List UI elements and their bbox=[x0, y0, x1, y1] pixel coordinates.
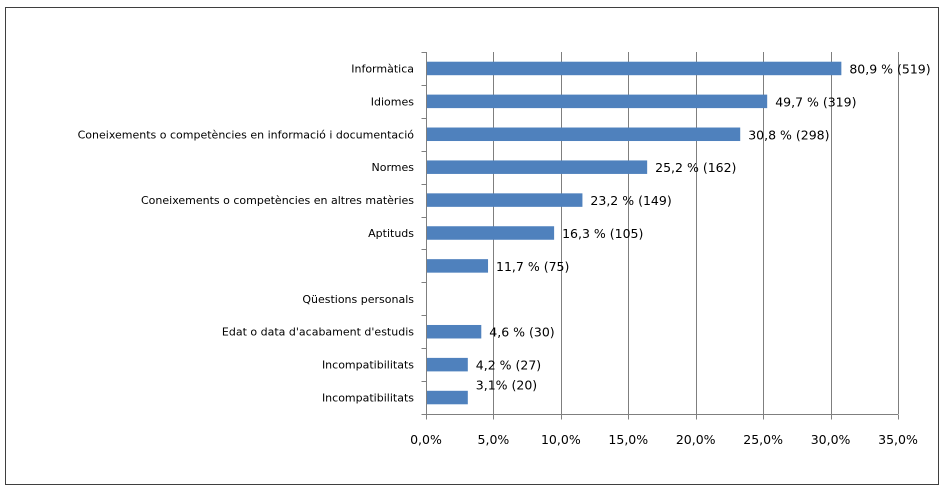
bar-10 bbox=[427, 390, 468, 405]
category-label-4: Coneixements o competències en altres ma… bbox=[141, 194, 414, 207]
category-label-9: Incompatibilitats bbox=[322, 359, 414, 372]
x-tick-label-3: 15,0% bbox=[608, 432, 648, 447]
bar-3 bbox=[427, 160, 648, 174]
category-label-10: Incompatibilitats bbox=[322, 392, 414, 405]
data-label-10: 3,1% (20) bbox=[476, 378, 537, 393]
chart-frame bbox=[5, 7, 939, 485]
data-label-8: 4,6 % (30) bbox=[489, 325, 554, 340]
bar-0 bbox=[427, 61, 842, 76]
data-label-9: 4,2 % (27) bbox=[476, 358, 541, 373]
data-label-1: 49,7 % (319) bbox=[775, 94, 856, 109]
x-tick-label-7: 35,0% bbox=[878, 432, 918, 447]
data-label-6: 11,7 % (75) bbox=[496, 259, 569, 274]
bar-6 bbox=[427, 259, 489, 273]
x-tick-label-5: 25,0% bbox=[743, 432, 783, 447]
data-label-2: 30,8 % (298) bbox=[748, 127, 829, 142]
category-label-7: Qüestions personals bbox=[302, 293, 414, 306]
x-tick-label-4: 20,0% bbox=[676, 432, 716, 447]
data-label-4: 23,2 % (149) bbox=[590, 193, 671, 208]
category-label-3: Normes bbox=[371, 161, 414, 174]
x-tick-label-6: 30,0% bbox=[811, 432, 851, 447]
bar-2 bbox=[427, 127, 741, 142]
data-label-5: 16,3 % (105) bbox=[562, 226, 643, 241]
x-tick-label-1: 5,0% bbox=[478, 432, 510, 447]
category-label-5: Aptituds bbox=[368, 227, 414, 240]
bar-5 bbox=[427, 226, 555, 240]
data-label-3: 25,2 % (162) bbox=[655, 160, 736, 175]
x-tick-label-0: 0,0% bbox=[410, 432, 442, 447]
bar-4 bbox=[427, 193, 583, 207]
data-label-0: 80,9 % (519) bbox=[849, 61, 930, 76]
category-label-0: Informàtica bbox=[351, 62, 414, 75]
x-tick-label-2: 10,0% bbox=[541, 432, 581, 447]
bar-1 bbox=[427, 94, 768, 109]
category-label-2: Coneixements o competències en informaci… bbox=[78, 128, 415, 141]
category-label-8: Edat o data d'acabament d'estudis bbox=[222, 326, 414, 339]
category-label-1: Idiomes bbox=[371, 95, 414, 108]
bar-9 bbox=[427, 357, 468, 372]
bar-8 bbox=[427, 324, 482, 339]
